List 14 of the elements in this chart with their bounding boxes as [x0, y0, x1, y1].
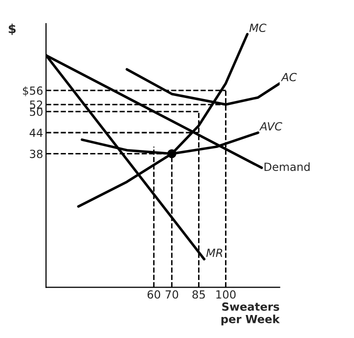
x-tick-label: 85: [192, 290, 205, 299]
x-tick-label: 100: [216, 290, 236, 299]
series-label: AVC: [259, 122, 282, 130]
series-label: AC: [280, 72, 297, 82]
y-axis-title: $: [8, 24, 16, 35]
y-tick-label: $56: [22, 86, 43, 96]
series-label: MC: [249, 24, 266, 32]
series-label: MR: [206, 248, 222, 257]
series-label: Demand: [264, 162, 310, 172]
y-tick-label: 44: [30, 128, 43, 137]
x-axis-title: Sweaters per Week: [221, 302, 280, 326]
y-tick-label: 38: [30, 150, 42, 158]
x-tick-label: 60: [148, 290, 160, 299]
x-tick-label: 70: [166, 290, 178, 299]
